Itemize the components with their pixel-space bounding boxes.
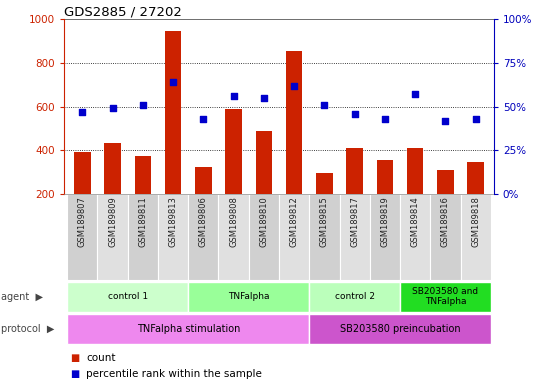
Bar [370,194,400,280]
Text: SB203580 and
TNFalpha: SB203580 and TNFalpha [412,287,478,306]
Bar [279,194,309,280]
Text: protocol  ▶: protocol ▶ [1,324,55,334]
Bar [158,194,188,280]
Text: GSM189818: GSM189818 [471,197,480,247]
Point [78,109,87,115]
Text: GSM189811: GSM189811 [138,197,147,247]
Text: GSM189813: GSM189813 [169,197,177,247]
Point [350,111,359,117]
Bar [407,148,424,194]
Text: GSM189809: GSM189809 [108,197,117,247]
Text: control 2: control 2 [335,292,374,301]
Point [259,95,268,101]
Bar [339,194,370,280]
Text: ■: ■ [70,369,79,379]
Point [290,83,299,89]
Text: GSM189807: GSM189807 [78,197,87,247]
Bar [188,281,309,312]
Text: GSM189816: GSM189816 [441,197,450,247]
Bar [195,167,211,194]
Bar [74,152,90,194]
Text: SB203580 preincubation: SB203580 preincubation [340,324,460,334]
Bar [400,194,430,280]
Point [411,91,420,98]
Text: control 1: control 1 [108,292,148,301]
Bar [430,194,460,280]
Point [169,79,177,85]
Text: GSM189817: GSM189817 [350,197,359,247]
Text: TNFalpha stimulation: TNFalpha stimulation [137,324,240,334]
Bar [309,281,400,312]
Point [108,105,117,111]
Text: GSM189814: GSM189814 [411,197,420,247]
Bar [437,170,454,194]
Bar [165,31,181,194]
Text: GDS2885 / 27202: GDS2885 / 27202 [64,5,182,18]
Bar [188,194,219,280]
Point [199,116,208,122]
Bar [219,194,249,280]
Bar [347,148,363,194]
Bar [67,281,188,312]
Text: TNFalpha: TNFalpha [228,292,270,301]
Bar [225,109,242,194]
Text: GSM189808: GSM189808 [229,197,238,247]
Text: GSM189806: GSM189806 [199,197,208,247]
Bar [309,314,491,344]
Bar [460,194,491,280]
Bar [256,131,272,194]
Bar [67,314,309,344]
Text: GSM189819: GSM189819 [381,197,389,247]
Bar [134,156,151,194]
Text: count: count [86,353,116,363]
Point [229,93,238,99]
Bar [468,162,484,194]
Bar [249,194,279,280]
Point [441,118,450,124]
Bar [67,194,98,280]
Point [381,116,389,122]
Text: GSM189812: GSM189812 [290,197,299,247]
Bar [98,194,128,280]
Text: GSM189810: GSM189810 [259,197,268,247]
Bar [104,142,121,194]
Bar [309,194,339,280]
Bar [286,51,302,194]
Bar [377,160,393,194]
Point [138,102,147,108]
Text: agent  ▶: agent ▶ [1,291,43,302]
Text: ■: ■ [70,353,79,363]
Bar [128,194,158,280]
Text: GSM189815: GSM189815 [320,197,329,247]
Bar [400,281,491,312]
Bar [316,173,333,194]
Text: percentile rank within the sample: percentile rank within the sample [86,369,262,379]
Point [320,102,329,108]
Point [471,116,480,122]
